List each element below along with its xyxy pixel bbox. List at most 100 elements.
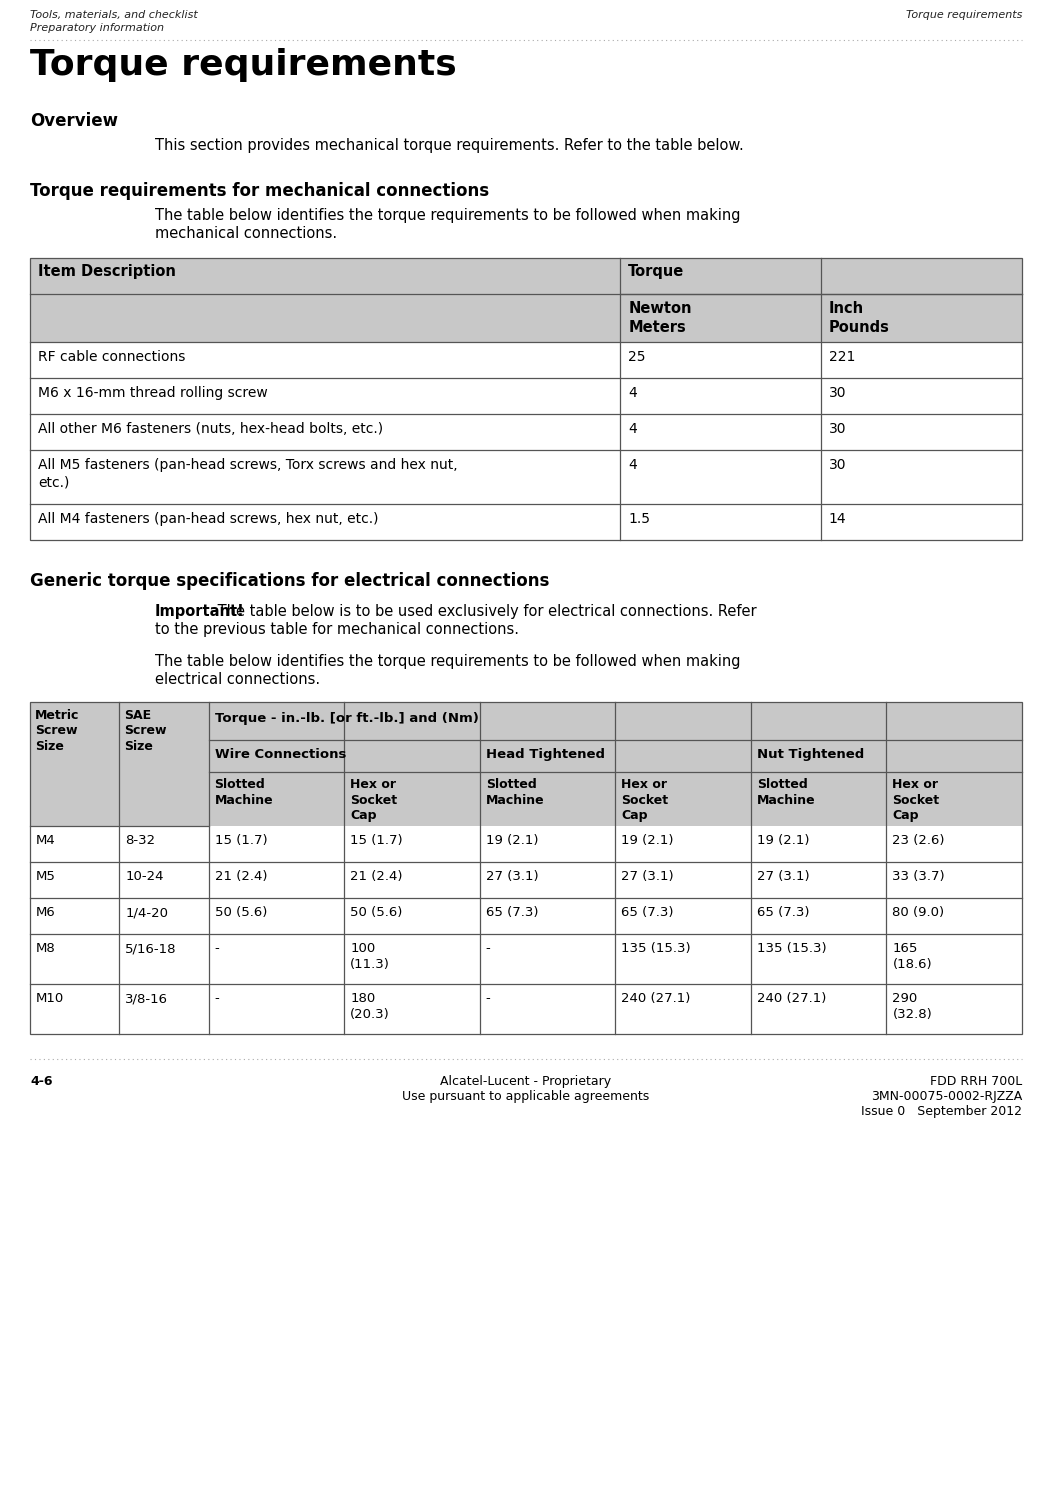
- Bar: [480, 934, 615, 983]
- Text: Wire Connections: Wire Connections: [215, 748, 346, 761]
- Text: 5/16-18: 5/16-18: [125, 942, 177, 955]
- Text: 240 (27.1): 240 (27.1): [622, 992, 691, 1004]
- Text: mechanical connections.: mechanical connections.: [155, 226, 337, 241]
- Text: 21 (2.4): 21 (2.4): [350, 870, 403, 884]
- Bar: [621, 414, 821, 450]
- Text: 19 (2.1): 19 (2.1): [622, 834, 673, 846]
- Bar: [821, 504, 1021, 539]
- Text: 30: 30: [829, 386, 846, 399]
- Bar: [31, 450, 621, 504]
- Bar: [31, 258, 1021, 539]
- Text: M4: M4: [36, 834, 56, 846]
- Bar: [621, 294, 821, 343]
- Text: 80 (9.0): 80 (9.0): [892, 906, 945, 919]
- Text: 8-32: 8-32: [125, 834, 156, 846]
- Text: Alcatel-Lucent - Proprietary: Alcatel-Lucent - Proprietary: [441, 1074, 611, 1088]
- Bar: [615, 825, 751, 863]
- Text: Torque - in.-lb. [or ft.-lb.] and (Nm): Torque - in.-lb. [or ft.-lb.] and (Nm): [215, 712, 479, 726]
- Text: SAE
Screw
Size: SAE Screw Size: [124, 709, 167, 752]
- Bar: [31, 825, 119, 863]
- Text: Issue 0   September 2012: Issue 0 September 2012: [861, 1106, 1021, 1118]
- Bar: [621, 504, 821, 539]
- Text: Hex or
Socket
Cap: Hex or Socket Cap: [892, 778, 939, 822]
- Text: All M5 fasteners (pan-head screws, Torx screws and hex nut,
etc.): All M5 fasteners (pan-head screws, Torx …: [38, 457, 458, 489]
- Text: 50 (5.6): 50 (5.6): [215, 906, 267, 919]
- Bar: [344, 934, 480, 983]
- Bar: [31, 934, 119, 983]
- Bar: [821, 450, 1021, 504]
- Text: Use pursuant to applicable agreements: Use pursuant to applicable agreements: [402, 1091, 650, 1103]
- Bar: [31, 378, 621, 414]
- Text: 15 (1.7): 15 (1.7): [350, 834, 403, 846]
- Text: Torque: Torque: [628, 264, 685, 279]
- Bar: [480, 983, 615, 1034]
- Text: Head Tightened: Head Tightened: [486, 748, 605, 761]
- Bar: [119, 934, 208, 983]
- Bar: [31, 983, 119, 1034]
- Text: 4: 4: [628, 457, 638, 472]
- Text: All other M6 fasteners (nuts, hex-head bolts, etc.): All other M6 fasteners (nuts, hex-head b…: [38, 422, 383, 437]
- Text: electrical connections.: electrical connections.: [155, 672, 320, 687]
- Text: Slotted
Machine: Slotted Machine: [756, 778, 815, 806]
- Text: Hex or
Socket
Cap: Hex or Socket Cap: [350, 778, 398, 822]
- Bar: [480, 898, 615, 934]
- Text: Torque requirements: Torque requirements: [906, 10, 1021, 19]
- Bar: [480, 863, 615, 898]
- Bar: [621, 378, 821, 414]
- Text: 1/4-20: 1/4-20: [125, 906, 168, 919]
- Bar: [751, 934, 887, 983]
- Text: Item Description: Item Description: [38, 264, 176, 279]
- Bar: [751, 702, 887, 825]
- Text: Slotted
Machine: Slotted Machine: [215, 778, 274, 806]
- Bar: [208, 702, 344, 825]
- Bar: [615, 863, 751, 898]
- Text: M8: M8: [36, 942, 56, 955]
- Text: FDD RRH 700L: FDD RRH 700L: [930, 1074, 1021, 1088]
- Text: Overview: Overview: [31, 112, 118, 130]
- Bar: [621, 343, 821, 378]
- Text: 30: 30: [829, 422, 846, 437]
- Text: Tools, materials, and checklist: Tools, materials, and checklist: [31, 10, 198, 19]
- Text: 10-24: 10-24: [125, 870, 164, 884]
- Text: 23 (2.6): 23 (2.6): [892, 834, 945, 846]
- Bar: [208, 983, 344, 1034]
- Bar: [119, 898, 208, 934]
- Text: Nut Tightened: Nut Tightened: [756, 748, 864, 761]
- Bar: [751, 898, 887, 934]
- Bar: [615, 934, 751, 983]
- Text: to the previous table for mechanical connections.: to the previous table for mechanical con…: [155, 621, 519, 638]
- Text: 19 (2.1): 19 (2.1): [486, 834, 539, 846]
- Bar: [208, 934, 344, 983]
- Text: M10: M10: [36, 992, 64, 1004]
- Text: 4: 4: [628, 386, 638, 399]
- Text: 27 (3.1): 27 (3.1): [756, 870, 809, 884]
- Text: 65 (7.3): 65 (7.3): [622, 906, 673, 919]
- Text: 3MN-00075-0002-RJZZA: 3MN-00075-0002-RJZZA: [871, 1091, 1021, 1103]
- Text: 240 (27.1): 240 (27.1): [756, 992, 826, 1004]
- Text: 290
(32.8): 290 (32.8): [892, 992, 932, 1021]
- Text: Hex or
Socket
Cap: Hex or Socket Cap: [622, 778, 668, 822]
- Bar: [887, 863, 1021, 898]
- Bar: [208, 898, 344, 934]
- Text: 21 (2.4): 21 (2.4): [215, 870, 267, 884]
- Text: 27 (3.1): 27 (3.1): [486, 870, 539, 884]
- Text: Torque requirements: Torque requirements: [31, 48, 457, 82]
- Bar: [480, 702, 615, 825]
- Bar: [615, 983, 751, 1034]
- Text: M5: M5: [36, 870, 56, 884]
- Text: 25: 25: [628, 350, 646, 364]
- Text: The table below identifies the torque requirements to be followed when making: The table below identifies the torque re…: [155, 209, 741, 224]
- Bar: [621, 450, 821, 504]
- Text: 14: 14: [829, 513, 846, 526]
- Text: -: -: [486, 942, 490, 955]
- Bar: [31, 414, 621, 450]
- Text: 3/8-16: 3/8-16: [125, 992, 168, 1004]
- Bar: [31, 863, 119, 898]
- Bar: [751, 863, 887, 898]
- Bar: [887, 898, 1021, 934]
- Bar: [887, 934, 1021, 983]
- Bar: [208, 825, 344, 863]
- Text: 19 (2.1): 19 (2.1): [756, 834, 809, 846]
- Text: RF cable connections: RF cable connections: [38, 350, 185, 364]
- Text: 30: 30: [829, 457, 846, 472]
